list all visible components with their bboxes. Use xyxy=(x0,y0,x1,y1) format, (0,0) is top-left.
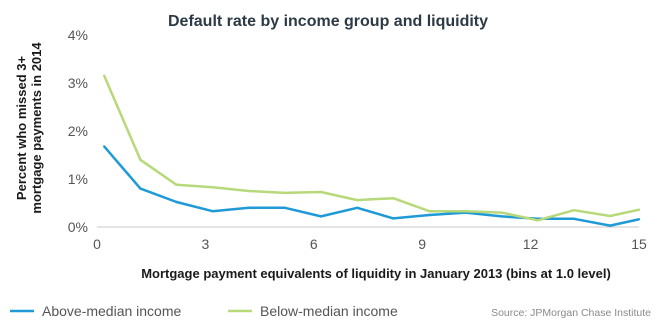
data-point xyxy=(319,190,323,194)
x-tick-label: 9 xyxy=(418,236,426,252)
data-point xyxy=(428,213,431,217)
data-point xyxy=(637,218,641,221)
data-point xyxy=(428,210,431,213)
legend-label-above-median: Above-median income xyxy=(42,303,182,319)
y-axis-label-line-1: Percent who missed 3+ xyxy=(14,56,29,201)
y-tick-label: 0% xyxy=(68,219,88,235)
x-tick-label: 0 xyxy=(93,236,101,252)
y-tick-label: 4% xyxy=(68,27,88,43)
y-tick-label: 3% xyxy=(68,75,88,91)
y-tick-label: 1% xyxy=(68,171,88,187)
x-axis-label: Mortgage payment equivalents of liquidit… xyxy=(141,266,611,281)
data-point xyxy=(500,211,503,214)
data-point xyxy=(283,191,287,195)
data-point xyxy=(211,210,214,213)
data-point xyxy=(319,215,323,218)
data-point xyxy=(637,208,641,211)
legend-label-below-median: Below-median income xyxy=(260,303,398,319)
data-point xyxy=(139,158,142,161)
series-line-below-median xyxy=(103,75,640,222)
legend: Above-median income Below-median income xyxy=(10,303,398,319)
data-point xyxy=(608,214,612,218)
data-point xyxy=(356,206,359,209)
chart-title: Default rate by income group and liquidi… xyxy=(168,13,488,30)
data-point xyxy=(500,215,503,218)
x-tick-label: 6 xyxy=(310,236,318,252)
data-point xyxy=(247,206,250,209)
series-line-above-median xyxy=(103,145,640,227)
data-point xyxy=(103,145,106,148)
y-axis-label-line-2: mortgage payments in 2014 xyxy=(29,42,44,214)
data-point xyxy=(139,187,142,190)
data-point xyxy=(356,198,359,202)
data-point xyxy=(572,209,576,212)
x-tick-label: 12 xyxy=(523,236,539,252)
y-axis-label: Percent who missed 3+ mortgage payments … xyxy=(14,42,44,214)
data-point xyxy=(283,206,287,209)
data-point xyxy=(536,219,539,222)
data-point xyxy=(572,217,576,220)
data-point xyxy=(103,74,106,78)
data-point xyxy=(608,224,612,227)
y-tick-label: 2% xyxy=(68,123,88,139)
data-point xyxy=(175,183,178,186)
data-point xyxy=(175,200,178,204)
y-tick-labels: 0% 1% 2% 3% 4% xyxy=(68,27,88,235)
series-lines xyxy=(103,74,641,227)
data-point xyxy=(392,217,395,220)
x-tick-label: 15 xyxy=(631,236,647,252)
data-point xyxy=(464,210,467,213)
data-point xyxy=(247,189,250,193)
x-tick-labels: 0 3 6 9 12 15 xyxy=(93,236,647,252)
data-point xyxy=(211,186,214,189)
data-point xyxy=(392,197,395,200)
source-note: Source: JPMorgan Chase Institute xyxy=(491,307,651,319)
x-tick-label: 3 xyxy=(202,236,210,252)
